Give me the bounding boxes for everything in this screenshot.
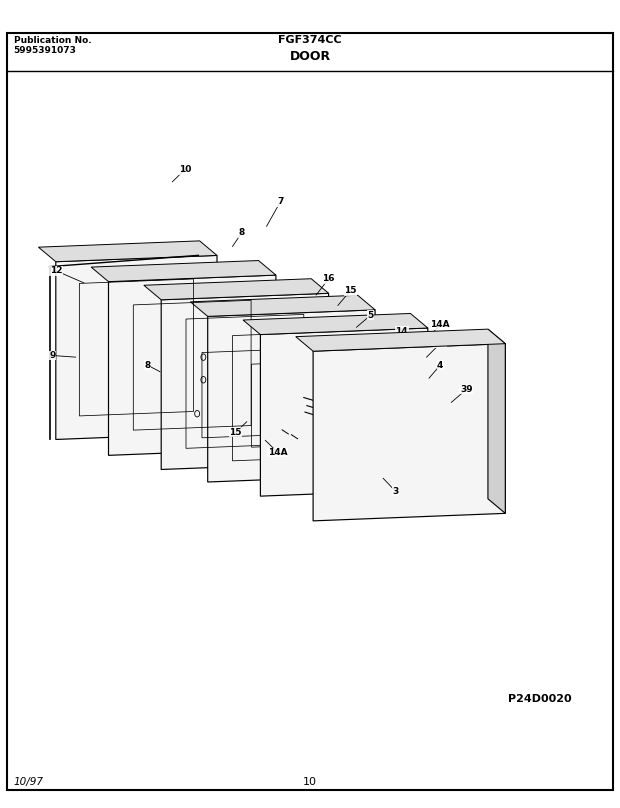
Polygon shape xyxy=(91,260,276,282)
Polygon shape xyxy=(296,329,505,351)
Text: P24D0020: P24D0020 xyxy=(508,694,572,704)
Text: FGF374CC: FGF374CC xyxy=(278,36,342,45)
Text: 14A: 14A xyxy=(430,320,450,330)
Polygon shape xyxy=(190,295,375,317)
Polygon shape xyxy=(38,241,217,262)
Text: 15: 15 xyxy=(229,427,242,437)
Text: 3: 3 xyxy=(392,486,399,496)
Polygon shape xyxy=(208,309,375,482)
Polygon shape xyxy=(56,255,217,440)
Text: Publication No.: Publication No. xyxy=(14,36,91,45)
Text: 8: 8 xyxy=(239,228,245,238)
Polygon shape xyxy=(161,293,329,469)
Text: 14: 14 xyxy=(396,326,408,336)
Text: 7: 7 xyxy=(277,197,283,207)
Polygon shape xyxy=(260,328,428,496)
Text: 8: 8 xyxy=(144,360,151,370)
Polygon shape xyxy=(488,329,505,513)
Text: 62: 62 xyxy=(434,339,446,348)
Text: 5995391073: 5995391073 xyxy=(14,45,76,55)
Text: eReplacementParts.com: eReplacementParts.com xyxy=(188,391,308,401)
Text: 9: 9 xyxy=(50,351,56,360)
Polygon shape xyxy=(243,314,428,335)
Text: DOOR: DOOR xyxy=(290,50,330,63)
Text: 14A: 14A xyxy=(268,448,288,457)
Text: 16: 16 xyxy=(322,274,335,284)
Text: 15: 15 xyxy=(344,286,356,296)
Polygon shape xyxy=(108,275,276,456)
Text: 10: 10 xyxy=(303,777,317,787)
Text: 12: 12 xyxy=(50,266,62,276)
Polygon shape xyxy=(313,343,505,521)
Text: 10/97: 10/97 xyxy=(14,777,43,787)
Text: 10: 10 xyxy=(179,165,191,175)
Text: 4: 4 xyxy=(437,360,443,370)
Polygon shape xyxy=(144,279,329,300)
Text: 39: 39 xyxy=(460,385,472,394)
Text: 5: 5 xyxy=(368,310,374,320)
